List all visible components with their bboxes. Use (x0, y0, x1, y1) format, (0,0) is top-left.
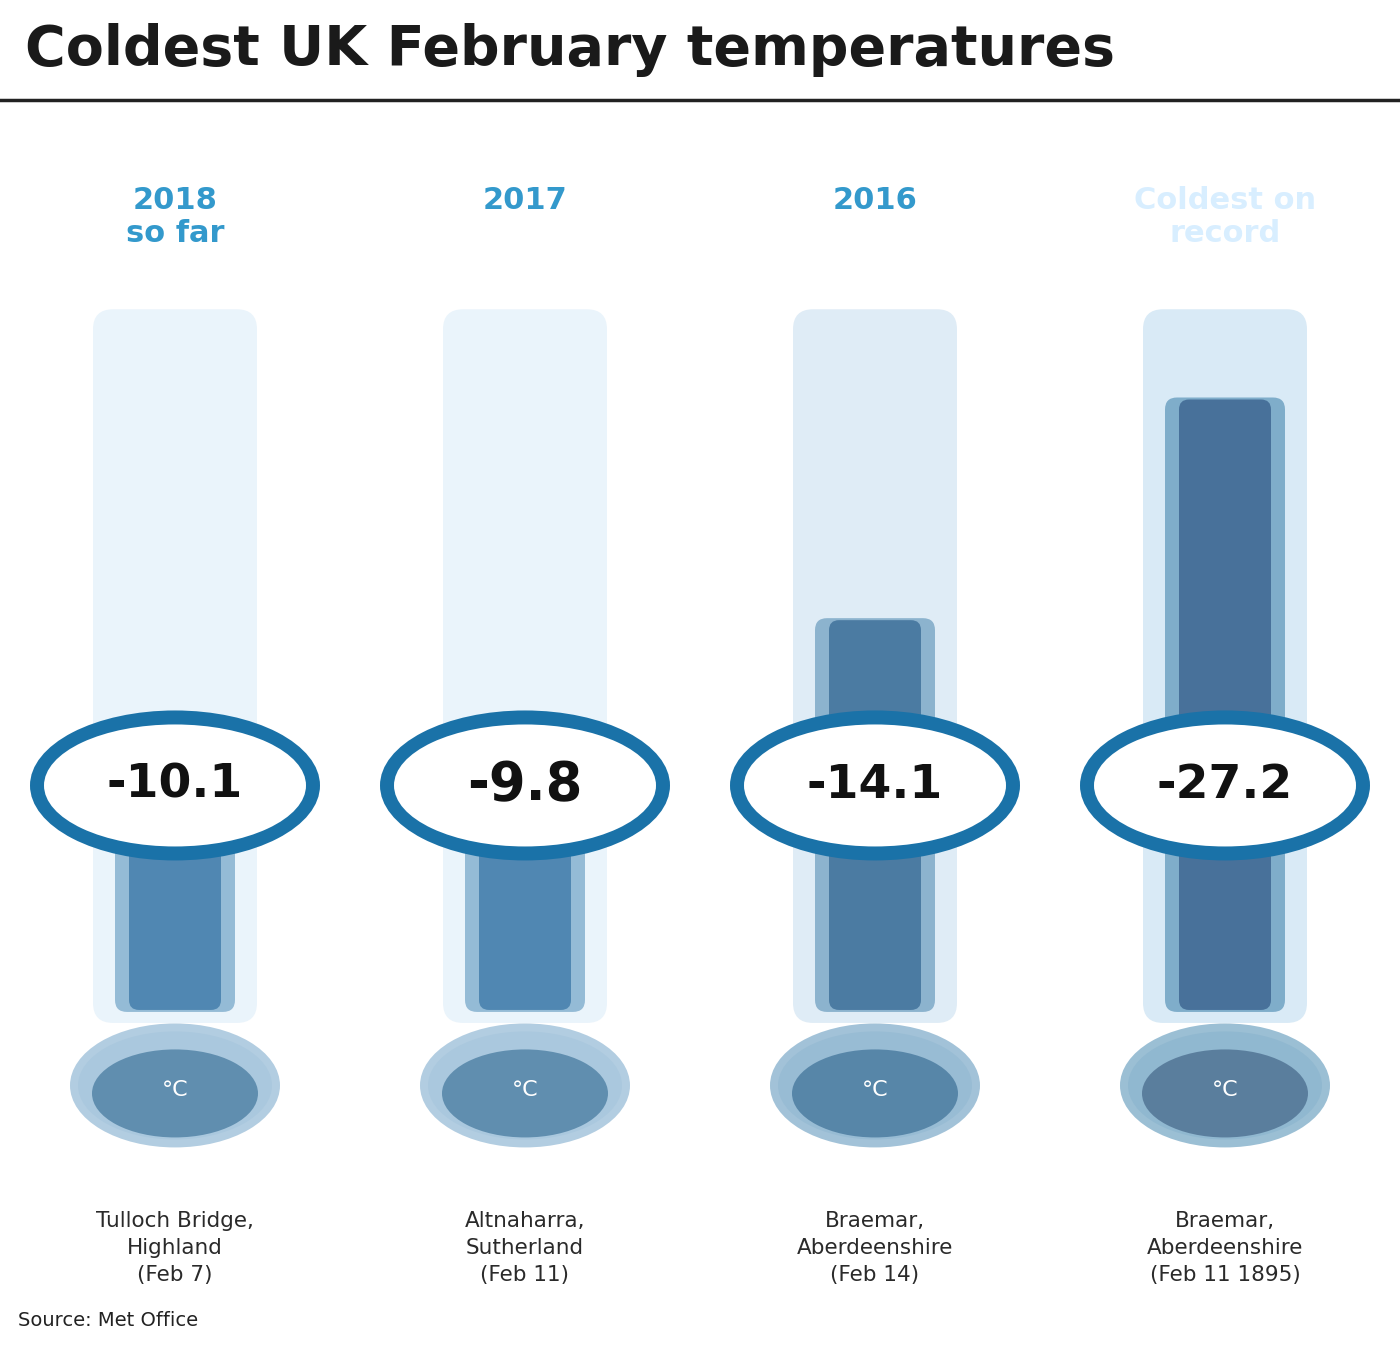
FancyBboxPatch shape (92, 309, 258, 1024)
Text: 2016: 2016 (833, 185, 917, 214)
FancyBboxPatch shape (815, 619, 935, 1013)
Ellipse shape (729, 711, 1021, 860)
Ellipse shape (1079, 711, 1371, 860)
Text: Coldest on
record: Coldest on record (1134, 185, 1316, 248)
FancyBboxPatch shape (1107, 302, 1343, 1026)
Text: -14.1: -14.1 (806, 763, 944, 808)
Ellipse shape (29, 711, 321, 860)
Ellipse shape (1142, 1050, 1308, 1137)
Ellipse shape (393, 724, 657, 847)
Ellipse shape (52, 1011, 298, 1159)
FancyBboxPatch shape (407, 302, 643, 1026)
Ellipse shape (792, 1050, 958, 1137)
Ellipse shape (402, 1011, 648, 1159)
Text: PA: PA (1315, 1298, 1362, 1331)
Ellipse shape (752, 1011, 998, 1159)
Ellipse shape (442, 1050, 608, 1137)
Text: -9.8: -9.8 (468, 760, 582, 811)
Ellipse shape (778, 1032, 972, 1139)
Ellipse shape (1102, 1011, 1348, 1159)
Text: Coldest UK February temperatures: Coldest UK February temperatures (25, 23, 1116, 77)
FancyBboxPatch shape (115, 745, 235, 1013)
Text: °C: °C (161, 1080, 189, 1100)
FancyBboxPatch shape (129, 748, 221, 1010)
Ellipse shape (1128, 1032, 1322, 1139)
FancyBboxPatch shape (829, 620, 921, 1010)
Text: °C: °C (861, 1080, 889, 1100)
FancyBboxPatch shape (1165, 398, 1285, 1013)
Text: °C: °C (1211, 1080, 1239, 1100)
FancyBboxPatch shape (792, 309, 958, 1024)
Ellipse shape (428, 1032, 622, 1139)
Text: °C: °C (511, 1080, 539, 1100)
FancyBboxPatch shape (757, 302, 993, 1026)
FancyBboxPatch shape (479, 720, 571, 1010)
Ellipse shape (1120, 1024, 1330, 1147)
Ellipse shape (78, 1032, 272, 1139)
Text: Altnaharra,
Sutherland
(Feb 11): Altnaharra, Sutherland (Feb 11) (465, 1210, 585, 1286)
Ellipse shape (1093, 724, 1357, 847)
FancyBboxPatch shape (57, 302, 293, 1026)
Text: Source: Met Office: Source: Met Office (18, 1310, 197, 1329)
Text: Braemar,
Aberdeenshire
(Feb 14): Braemar, Aberdeenshire (Feb 14) (797, 1210, 953, 1286)
Ellipse shape (70, 1024, 280, 1147)
Ellipse shape (770, 1024, 980, 1147)
Text: 2017: 2017 (483, 185, 567, 214)
Text: Braemar,
Aberdeenshire
(Feb 11 1895): Braemar, Aberdeenshire (Feb 11 1895) (1147, 1210, 1303, 1286)
FancyBboxPatch shape (1142, 309, 1308, 1024)
Ellipse shape (420, 1024, 630, 1147)
Text: -10.1: -10.1 (106, 763, 244, 808)
Text: Tulloch Bridge,
Highland
(Feb 7): Tulloch Bridge, Highland (Feb 7) (97, 1210, 253, 1286)
Ellipse shape (92, 1050, 258, 1137)
Ellipse shape (743, 724, 1007, 847)
Text: 2018
so far: 2018 so far (126, 185, 224, 248)
FancyBboxPatch shape (442, 309, 608, 1024)
Ellipse shape (379, 711, 671, 860)
FancyBboxPatch shape (1179, 399, 1271, 1010)
Text: -27.2: -27.2 (1156, 763, 1294, 808)
Ellipse shape (43, 724, 307, 847)
FancyBboxPatch shape (465, 719, 585, 1013)
